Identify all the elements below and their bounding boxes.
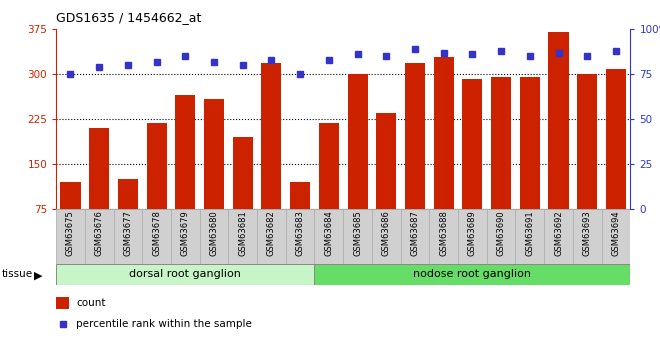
Text: GSM63680: GSM63680 bbox=[209, 210, 218, 256]
Bar bbox=[578, 74, 597, 209]
Text: GSM63681: GSM63681 bbox=[238, 210, 248, 256]
Bar bbox=[233, 137, 253, 209]
Bar bbox=[491, 77, 511, 209]
Bar bbox=[84, 209, 114, 264]
Bar bbox=[486, 209, 515, 264]
Text: tissue: tissue bbox=[1, 269, 32, 279]
Bar bbox=[343, 209, 372, 264]
Bar bbox=[56, 264, 315, 285]
Bar bbox=[143, 209, 171, 264]
Bar bbox=[520, 77, 540, 209]
Text: GSM63678: GSM63678 bbox=[152, 210, 161, 256]
Text: GSM63689: GSM63689 bbox=[468, 210, 477, 256]
Text: GSM63682: GSM63682 bbox=[267, 210, 276, 256]
Bar bbox=[56, 297, 69, 309]
Bar bbox=[348, 74, 368, 209]
Bar bbox=[463, 79, 482, 209]
Text: GSM63686: GSM63686 bbox=[381, 210, 391, 256]
Bar bbox=[314, 209, 343, 264]
Text: dorsal root ganglion: dorsal root ganglion bbox=[129, 269, 242, 279]
Bar bbox=[401, 209, 429, 264]
Text: GSM63675: GSM63675 bbox=[66, 210, 75, 256]
Bar bbox=[606, 69, 626, 209]
Bar bbox=[602, 209, 630, 264]
Text: GSM63687: GSM63687 bbox=[411, 210, 420, 256]
Text: GSM63683: GSM63683 bbox=[296, 210, 305, 256]
Bar bbox=[458, 209, 486, 264]
Text: GSM63684: GSM63684 bbox=[324, 210, 333, 256]
Text: GSM63688: GSM63688 bbox=[439, 210, 448, 256]
Text: GSM63692: GSM63692 bbox=[554, 210, 563, 256]
Bar bbox=[176, 95, 195, 209]
Bar bbox=[257, 209, 286, 264]
Text: nodose root ganglion: nodose root ganglion bbox=[413, 269, 531, 279]
Text: GSM63694: GSM63694 bbox=[611, 210, 620, 256]
Bar bbox=[286, 209, 314, 264]
Bar bbox=[118, 179, 138, 209]
Bar bbox=[89, 128, 109, 209]
Text: GSM63676: GSM63676 bbox=[94, 210, 104, 256]
Bar bbox=[544, 209, 573, 264]
Bar bbox=[405, 63, 425, 209]
Text: ▶: ▶ bbox=[34, 271, 43, 281]
Bar bbox=[261, 63, 281, 209]
Bar bbox=[290, 182, 310, 209]
Bar bbox=[56, 209, 84, 264]
Text: percentile rank within the sample: percentile rank within the sample bbox=[76, 319, 251, 329]
Bar bbox=[199, 209, 228, 264]
Bar bbox=[372, 209, 401, 264]
Bar bbox=[429, 209, 458, 264]
Text: GSM63677: GSM63677 bbox=[123, 210, 133, 256]
Bar bbox=[434, 57, 453, 209]
Bar bbox=[515, 209, 544, 264]
Bar bbox=[319, 123, 339, 209]
Bar bbox=[114, 209, 143, 264]
Bar bbox=[314, 264, 630, 285]
Text: GSM63685: GSM63685 bbox=[353, 210, 362, 256]
Bar bbox=[548, 32, 568, 209]
Bar bbox=[228, 209, 257, 264]
Bar bbox=[61, 182, 81, 209]
Text: GDS1635 / 1454662_at: GDS1635 / 1454662_at bbox=[56, 11, 201, 24]
Text: GSM63691: GSM63691 bbox=[525, 210, 535, 256]
Text: GSM63679: GSM63679 bbox=[181, 210, 190, 256]
Text: count: count bbox=[76, 298, 106, 308]
Text: GSM63690: GSM63690 bbox=[496, 210, 506, 256]
Bar bbox=[147, 123, 166, 209]
Bar bbox=[573, 209, 602, 264]
Bar bbox=[171, 209, 199, 264]
Bar bbox=[204, 99, 224, 209]
Text: GSM63693: GSM63693 bbox=[583, 210, 592, 256]
Bar bbox=[376, 113, 396, 209]
